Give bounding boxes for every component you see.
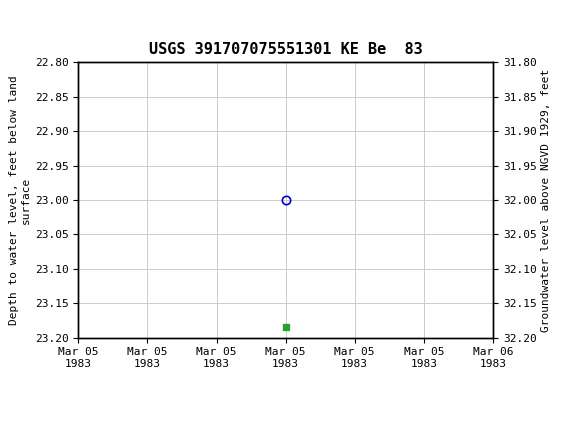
Y-axis label: Depth to water level, feet below land
surface: Depth to water level, feet below land su…	[9, 75, 31, 325]
Text: ≡: ≡	[3, 6, 16, 26]
Title: USGS 391707075551301 KE Be  83: USGS 391707075551301 KE Be 83	[149, 42, 422, 57]
Legend: Period of approved data: Period of approved data	[185, 429, 386, 430]
Y-axis label: Groundwater level above NGVD 1929, feet: Groundwater level above NGVD 1929, feet	[541, 68, 550, 332]
Text: USGS: USGS	[23, 7, 67, 25]
